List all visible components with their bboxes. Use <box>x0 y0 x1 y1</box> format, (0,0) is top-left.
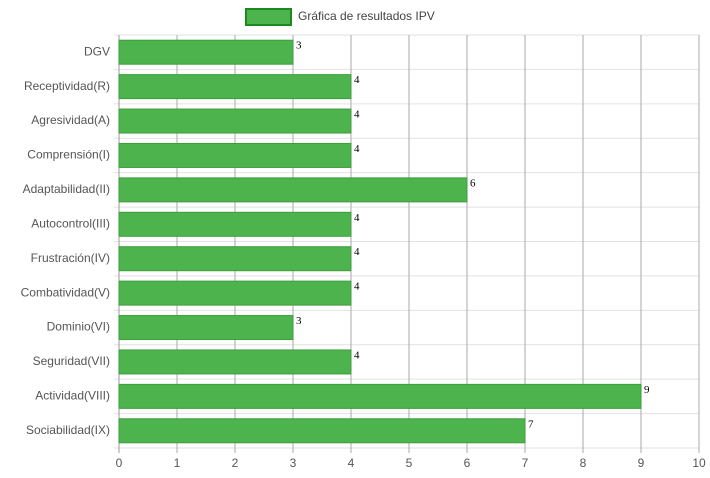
x-tick-label: 10 <box>692 456 706 470</box>
bar <box>118 142 352 168</box>
y-tick-label: Comprensión(I) <box>27 148 110 162</box>
value-label: 4 <box>354 212 360 224</box>
legend-swatch <box>245 8 292 26</box>
x-tick-label: 8 <box>580 456 587 470</box>
y-tick-label: Sociabilidad(IX) <box>26 423 110 437</box>
value-label: 4 <box>354 109 360 121</box>
value-label: 9 <box>644 384 650 396</box>
bar <box>118 383 642 409</box>
y-tick-label: Frustración(IV) <box>31 251 110 265</box>
x-tick-label: 7 <box>522 456 529 470</box>
y-tick-label: Combatividad(V) <box>21 285 110 299</box>
y-tick-label: Adaptabilidad(II) <box>23 182 110 196</box>
x-tick-label: 3 <box>290 456 297 470</box>
value-label: 3 <box>296 315 302 327</box>
x-tick-label: 4 <box>348 456 355 470</box>
bar <box>118 349 352 375</box>
x-tick-label: 2 <box>232 456 239 470</box>
y-tick-label: DGV <box>84 44 110 58</box>
x-tick-label: 6 <box>464 456 471 470</box>
bar <box>118 211 352 237</box>
value-label: 7 <box>528 418 534 430</box>
value-label: 4 <box>354 281 360 293</box>
x-tick-label: 5 <box>406 456 413 470</box>
x-tick-label: 1 <box>174 456 181 470</box>
y-tick-label: Autocontrol(III) <box>31 216 110 230</box>
bar <box>118 108 352 134</box>
x-tick-label: 9 <box>638 456 645 470</box>
value-label: 4 <box>354 74 360 86</box>
value-label: 6 <box>470 177 476 189</box>
y-tick-label: Dominio(VI) <box>47 320 110 334</box>
bar <box>118 39 294 65</box>
value-label: 3 <box>296 40 302 52</box>
y-tick-label: Seguridad(VII) <box>33 354 110 368</box>
value-label: 4 <box>354 143 360 155</box>
bar <box>118 246 352 272</box>
y-tick-label: Actividad(VIII) <box>35 389 110 403</box>
y-tick-label: Agresividad(A) <box>31 113 110 127</box>
y-tick-label: Receptividad(R) <box>24 79 110 93</box>
bar <box>118 177 468 203</box>
bar <box>118 315 294 341</box>
value-label: 4 <box>354 246 360 258</box>
bar <box>118 280 352 306</box>
bar <box>118 74 352 100</box>
value-label: 4 <box>354 349 360 361</box>
x-tick-label: 0 <box>116 456 123 470</box>
bar <box>118 418 526 444</box>
legend-label: Gráfica de resultados IPV <box>298 9 435 23</box>
